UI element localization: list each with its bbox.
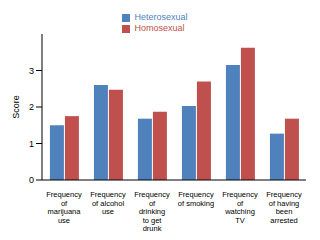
html-text:Heterosexual: Heterosexual <box>134 12 188 22</box>
svg-text:Frequencyof smoking: Frequencyof smoking <box>178 190 214 208</box>
svg-text:Frequencyof alcoholuse: Frequencyof alcoholuse <box>90 190 126 216</box>
svg-text:Score: Score <box>11 95 21 119</box>
svg-text:3: 3 <box>29 66 34 76</box>
svg-text:2: 2 <box>29 102 34 112</box>
svg-text:FrequencyofwatchingTV: FrequencyofwatchingTV <box>222 190 258 225</box>
html-text:Homosexual: Homosexual <box>134 23 185 33</box>
svg-text:0: 0 <box>29 175 34 185</box>
svg-text:1: 1 <box>29 139 34 149</box>
svg-text:Frequencyofmarijuanause: Frequencyofmarijuanause <box>46 190 82 225</box>
svg-text:Frequencyof havingbeenarrested: Frequencyof havingbeenarrested <box>266 190 302 225</box>
svg-text:Frequencyofdrinkingto getdrunk: Frequencyofdrinkingto getdrunk <box>134 190 170 232</box>
